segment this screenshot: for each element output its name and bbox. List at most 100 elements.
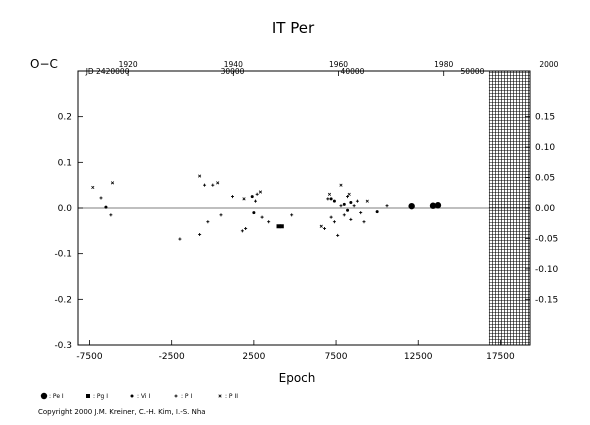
data-point	[349, 217, 353, 221]
y-tick-label: -0.2	[54, 295, 72, 305]
data-point	[279, 224, 284, 229]
data-point	[329, 197, 333, 201]
data-point	[365, 199, 369, 203]
top-jd-label: 30000	[221, 67, 245, 76]
data-point	[329, 215, 333, 219]
data-point	[219, 213, 223, 217]
legend-label: : Pe I	[49, 393, 64, 400]
y-tick-label: -0.1	[54, 250, 72, 260]
data-point	[91, 185, 95, 190]
x-tick-labels: -7500 -2500 2500 7500 12500 17500	[76, 352, 515, 362]
y-tick-label: 0.1	[58, 158, 72, 168]
x-tick-label: -2500	[159, 352, 185, 362]
data-point	[346, 195, 350, 199]
data-point	[342, 213, 346, 217]
legend-label: : P II	[225, 393, 238, 400]
data-point	[231, 195, 235, 199]
x-tick-label: 17500	[486, 352, 515, 362]
right-y-tick-label: -0.15	[535, 295, 558, 305]
data-point	[349, 201, 353, 205]
data-point	[203, 183, 207, 187]
top-year-label: 1920	[119, 60, 138, 69]
data-point	[104, 205, 108, 209]
right-y-tick-label: -0.10	[535, 265, 559, 275]
top-year-label: 1940	[224, 60, 243, 69]
data-point	[216, 181, 220, 185]
data-point	[339, 204, 343, 208]
top-jd-label: JD 2420000	[85, 67, 130, 76]
legend-marker	[86, 394, 90, 398]
copyright: Copyright 2000 J.M. Kreiner, C.-H. Kim, …	[38, 408, 206, 416]
legend-label: : P I	[181, 393, 192, 400]
data-point	[276, 224, 281, 229]
data-point	[339, 183, 343, 187]
data-point	[327, 192, 332, 196]
data-point	[375, 210, 379, 214]
x-tick-label: 7500	[325, 352, 348, 362]
data-point	[434, 202, 442, 209]
plot-frame	[77, 70, 531, 346]
right-y-tick-label: 0.10	[535, 143, 555, 153]
data-point	[109, 213, 113, 217]
data-point	[260, 215, 264, 219]
legend-label: : Vi I	[137, 393, 150, 400]
legend-marker	[130, 394, 134, 398]
data-point	[178, 237, 182, 241]
right-y-tick-label: 0.00	[535, 204, 555, 214]
data-point	[319, 224, 323, 228]
legend-marker	[174, 394, 178, 398]
data-point	[211, 183, 215, 187]
right-y-tick-label: -0.05	[535, 234, 558, 244]
data-point	[198, 174, 202, 178]
data-point	[429, 202, 437, 209]
top-year-label: 1960	[329, 60, 348, 69]
x-axis-label: Epoch	[279, 371, 316, 385]
data-point	[244, 227, 248, 231]
y-tick-label: -0.3	[54, 341, 72, 351]
data-point	[250, 195, 254, 199]
data-point	[323, 227, 327, 231]
x-tick-label: 2500	[242, 352, 265, 362]
data-points	[91, 174, 442, 241]
data-point	[99, 196, 103, 200]
data-point	[258, 190, 263, 194]
data-point	[336, 233, 340, 237]
data-point	[242, 197, 246, 201]
y-axis-label: O−C	[30, 57, 58, 71]
data-point	[342, 202, 346, 206]
x-tick-label: 12500	[404, 352, 433, 362]
data-point	[347, 192, 351, 196]
data-point	[332, 220, 336, 224]
data-point	[240, 229, 244, 233]
data-point	[359, 211, 363, 215]
data-point	[385, 204, 389, 208]
x-tick-label: -7500	[76, 352, 102, 362]
legend-label: : Pg I	[93, 393, 108, 400]
legend-marker	[218, 394, 222, 398]
y-tick-label: 0.0	[58, 204, 73, 214]
data-point	[206, 220, 210, 224]
data-point	[362, 220, 366, 224]
top-year-labels: 1920 1940 1960 1980 2000 JD 2420000 30000 40000…	[85, 60, 559, 76]
data-point	[267, 220, 271, 224]
right-y-tick-label: 0.15	[535, 113, 555, 123]
data-point	[326, 197, 330, 201]
data-point	[346, 208, 350, 212]
chart-title: IT Per	[272, 19, 315, 37]
top-jd-label: 50000	[461, 67, 485, 76]
data-point	[290, 213, 294, 217]
data-point	[352, 204, 356, 208]
top-year-label: 1980	[434, 60, 453, 69]
data-point	[255, 192, 259, 196]
y-tick-labels: -0.3 -0.2 -0.1 0.0 0.1 0.2	[54, 113, 72, 351]
top-jd-label: 40000	[341, 67, 365, 76]
data-point	[254, 199, 258, 203]
right-y-tick-labels: -0.15 -0.10 -0.05 0.00 0.05 0.10 0.15	[535, 113, 559, 306]
data-point	[332, 199, 336, 203]
data-point	[252, 211, 256, 215]
legend-marker	[40, 392, 48, 400]
data-point	[110, 181, 115, 185]
y-tick-label: 0.2	[58, 113, 72, 123]
data-point	[408, 202, 415, 210]
data-point	[355, 199, 359, 203]
